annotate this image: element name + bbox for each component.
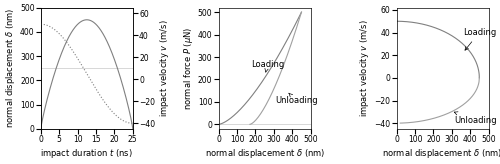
X-axis label: impact duration $t$ (ns): impact duration $t$ (ns)	[40, 147, 133, 160]
X-axis label: normal displacement $\delta$ (nm): normal displacement $\delta$ (nm)	[204, 147, 325, 160]
Text: Unloading: Unloading	[275, 93, 318, 105]
Text: Loading: Loading	[251, 60, 284, 72]
X-axis label: normal displacement $\delta$ (nm): normal displacement $\delta$ (nm)	[382, 147, 500, 160]
Y-axis label: normal displacement $\delta$ (nm): normal displacement $\delta$ (nm)	[4, 8, 17, 128]
Text: Unloading: Unloading	[454, 112, 497, 125]
Y-axis label: impact velocity $v$ (m/s): impact velocity $v$ (m/s)	[358, 19, 372, 117]
Text: Loading: Loading	[463, 28, 496, 50]
Y-axis label: normal force $P$ ($\mu$N): normal force $P$ ($\mu$N)	[182, 27, 195, 110]
Y-axis label: impact velocity $v$ (m/s): impact velocity $v$ (m/s)	[158, 19, 171, 117]
